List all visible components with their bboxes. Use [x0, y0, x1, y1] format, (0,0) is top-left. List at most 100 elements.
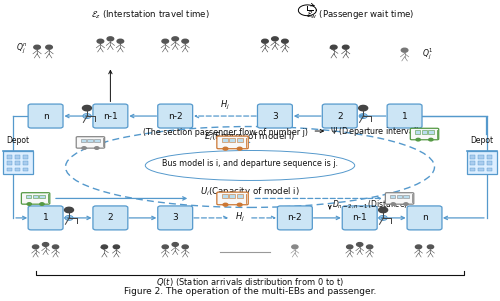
Text: $H_j$: $H_j$ — [235, 211, 245, 225]
Circle shape — [238, 203, 242, 206]
FancyBboxPatch shape — [404, 195, 409, 198]
FancyBboxPatch shape — [229, 194, 235, 198]
FancyBboxPatch shape — [217, 192, 248, 205]
FancyBboxPatch shape — [6, 155, 12, 159]
FancyBboxPatch shape — [386, 193, 414, 204]
Circle shape — [404, 203, 408, 205]
Circle shape — [330, 45, 337, 49]
FancyBboxPatch shape — [237, 138, 243, 142]
Circle shape — [114, 245, 119, 249]
Text: $Q_j^1$: $Q_j^1$ — [422, 46, 434, 62]
FancyBboxPatch shape — [93, 104, 128, 128]
Circle shape — [416, 245, 422, 249]
Circle shape — [68, 217, 70, 219]
Circle shape — [86, 115, 88, 117]
Text: $Q_j^n$: $Q_j^n$ — [16, 42, 28, 56]
Circle shape — [64, 207, 74, 213]
Circle shape — [182, 39, 188, 43]
FancyBboxPatch shape — [26, 195, 32, 198]
FancyBboxPatch shape — [387, 104, 422, 128]
FancyBboxPatch shape — [222, 194, 228, 198]
Circle shape — [262, 39, 268, 43]
Text: $D_{n-2,n-1}$(Distance): $D_{n-2,n-1}$(Distance) — [332, 198, 408, 211]
Circle shape — [402, 48, 408, 52]
Circle shape — [162, 245, 168, 249]
FancyBboxPatch shape — [28, 104, 63, 128]
FancyBboxPatch shape — [23, 161, 28, 165]
Circle shape — [272, 37, 278, 41]
FancyBboxPatch shape — [222, 138, 228, 142]
FancyBboxPatch shape — [76, 137, 104, 148]
Circle shape — [223, 203, 228, 206]
Text: Depot: Depot — [470, 135, 494, 144]
Text: $\mathcal{E}_w$ (Passenger wait time): $\mathcal{E}_w$ (Passenger wait time) — [306, 8, 414, 21]
FancyBboxPatch shape — [15, 161, 20, 165]
FancyBboxPatch shape — [470, 155, 476, 159]
Text: 1: 1 — [42, 213, 48, 222]
FancyBboxPatch shape — [93, 206, 128, 230]
Circle shape — [162, 39, 168, 43]
FancyBboxPatch shape — [486, 168, 492, 171]
Circle shape — [27, 203, 32, 205]
Circle shape — [117, 39, 123, 43]
FancyBboxPatch shape — [158, 206, 192, 230]
FancyBboxPatch shape — [32, 195, 38, 198]
Text: Figure 2. The operation of the multi-EBs and passenger.: Figure 2. The operation of the multi-EBs… — [124, 287, 376, 296]
Circle shape — [97, 39, 103, 43]
FancyBboxPatch shape — [486, 155, 492, 159]
FancyBboxPatch shape — [88, 139, 93, 142]
Text: n: n — [422, 213, 428, 222]
Circle shape — [366, 245, 373, 249]
Text: 3: 3 — [172, 213, 178, 222]
FancyBboxPatch shape — [407, 206, 442, 230]
FancyBboxPatch shape — [22, 193, 50, 204]
Text: $E_i$(Energy of model i): $E_i$(Energy of model i) — [204, 130, 296, 143]
Text: $U_i$(Capacity of model i): $U_i$(Capacity of model i) — [200, 185, 300, 198]
Circle shape — [362, 115, 365, 117]
Text: n-1: n-1 — [103, 112, 118, 120]
Circle shape — [34, 45, 40, 49]
FancyBboxPatch shape — [4, 151, 33, 174]
Circle shape — [428, 245, 434, 249]
Circle shape — [382, 217, 384, 219]
FancyBboxPatch shape — [229, 138, 235, 142]
FancyBboxPatch shape — [237, 194, 243, 198]
Circle shape — [416, 138, 420, 141]
Text: $\Psi$ (Departure interval): $\Psi$ (Departure interval) — [330, 125, 420, 138]
Text: $Q(t)$ (Station arrivals distribution from 0 to t): $Q(t)$ (Station arrivals distribution fr… — [156, 276, 344, 288]
Circle shape — [40, 203, 44, 205]
Text: Bus model is i, and departure sequence is j.: Bus model is i, and departure sequence i… — [162, 160, 338, 169]
Circle shape — [82, 105, 92, 111]
Circle shape — [172, 243, 178, 246]
FancyBboxPatch shape — [410, 128, 438, 140]
Circle shape — [346, 245, 353, 249]
Circle shape — [429, 138, 433, 141]
FancyBboxPatch shape — [258, 104, 292, 128]
FancyBboxPatch shape — [415, 130, 420, 134]
FancyBboxPatch shape — [6, 168, 12, 171]
Text: (The section passenger flow of number j): (The section passenger flow of number j) — [142, 128, 308, 137]
Circle shape — [42, 243, 48, 246]
FancyBboxPatch shape — [478, 168, 484, 171]
FancyBboxPatch shape — [217, 136, 248, 149]
FancyBboxPatch shape — [467, 151, 496, 174]
FancyBboxPatch shape — [396, 195, 402, 198]
Circle shape — [238, 147, 242, 150]
Text: 2: 2 — [337, 112, 342, 120]
Circle shape — [292, 245, 298, 249]
Circle shape — [102, 245, 107, 249]
FancyBboxPatch shape — [15, 155, 20, 159]
FancyBboxPatch shape — [23, 155, 28, 159]
FancyBboxPatch shape — [470, 161, 476, 165]
FancyBboxPatch shape — [23, 168, 28, 171]
FancyBboxPatch shape — [158, 104, 192, 128]
Circle shape — [358, 105, 368, 111]
Circle shape — [342, 45, 349, 49]
Circle shape — [82, 147, 86, 149]
FancyBboxPatch shape — [428, 130, 434, 134]
Circle shape — [107, 37, 114, 41]
Text: $H_j$: $H_j$ — [220, 99, 230, 113]
FancyBboxPatch shape — [80, 139, 86, 142]
Circle shape — [356, 243, 363, 246]
Circle shape — [282, 39, 288, 43]
